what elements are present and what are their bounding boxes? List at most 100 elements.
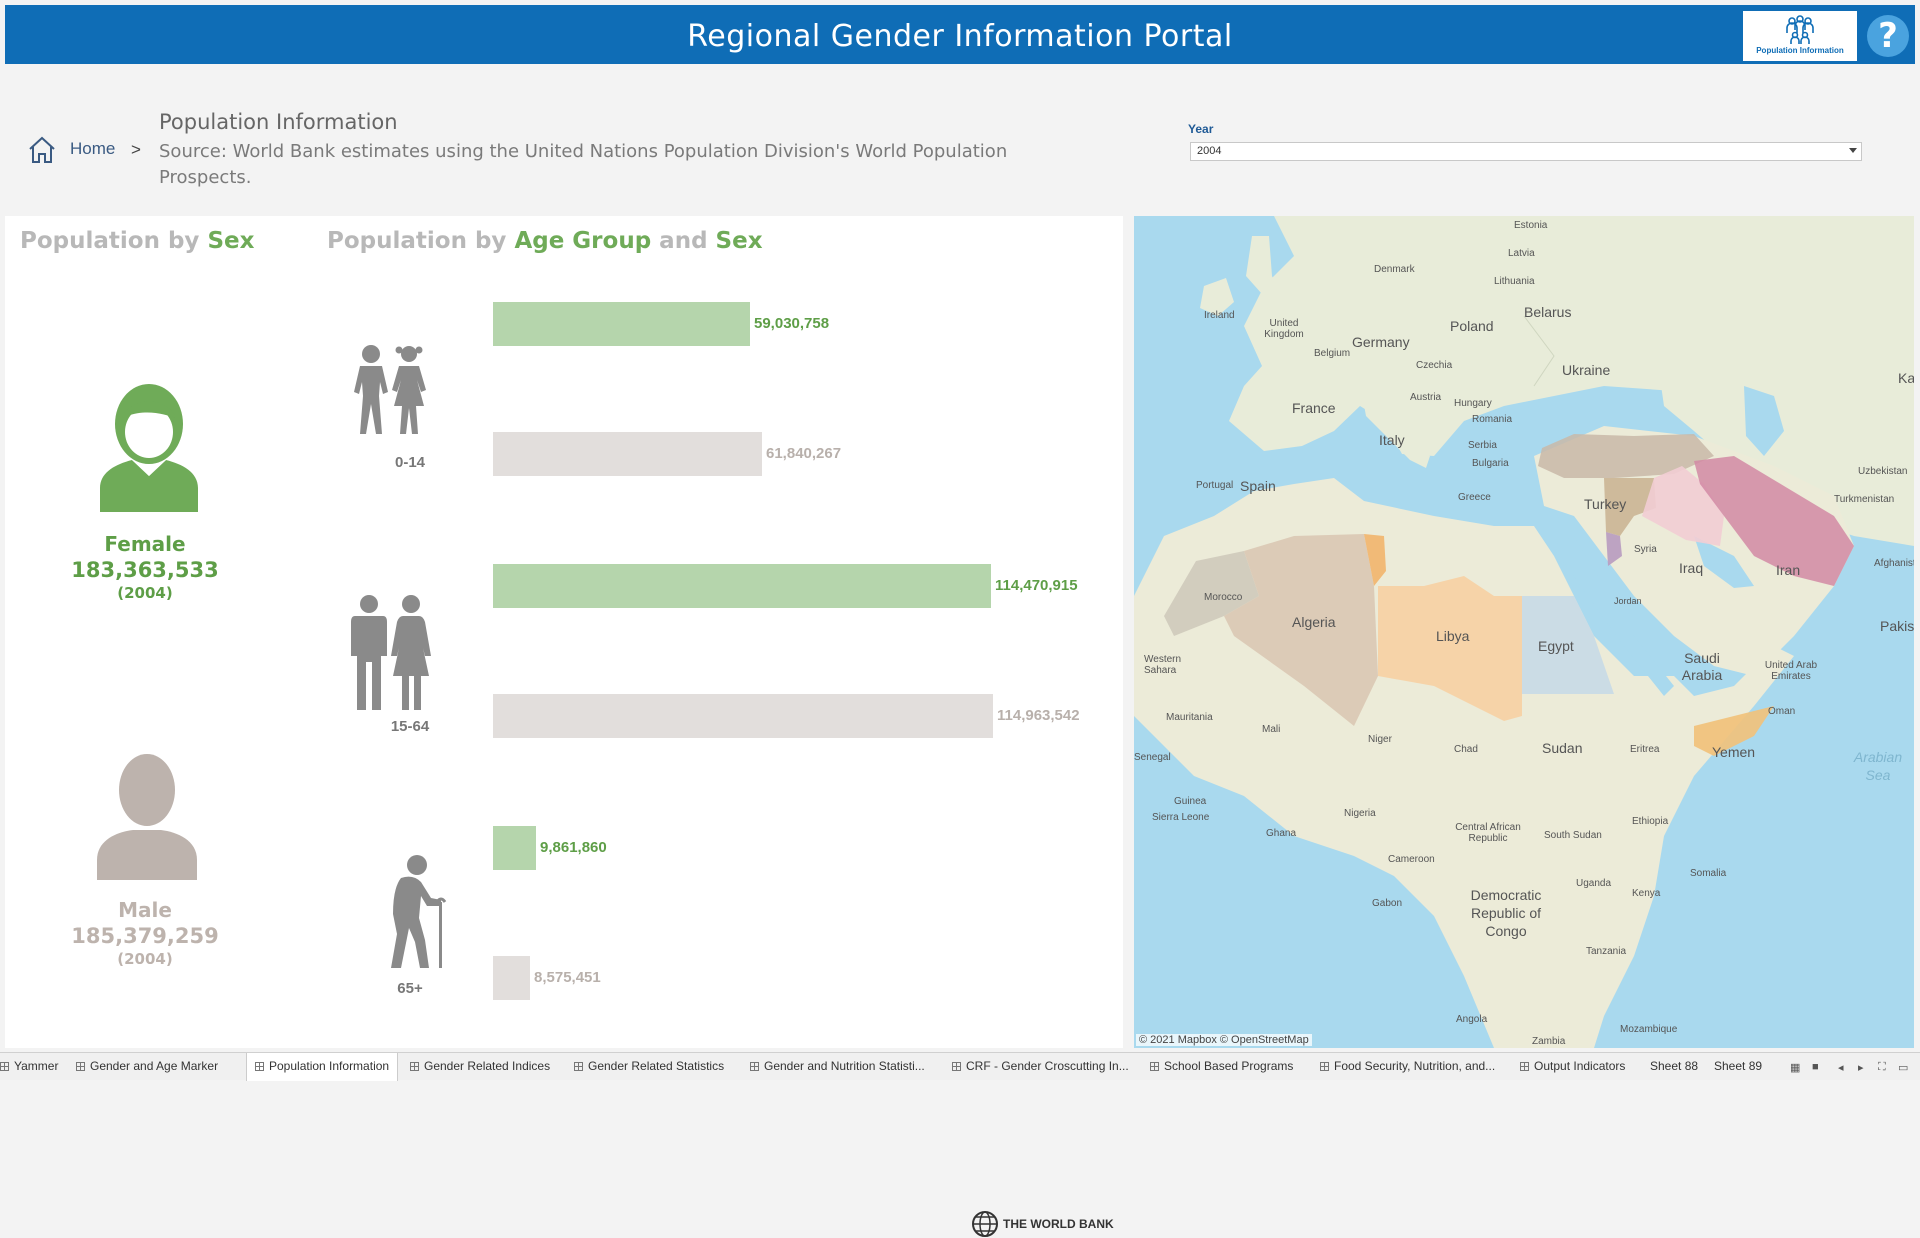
- title-highlight-sex: Sex: [715, 228, 763, 254]
- morocco-region[interactable]: [1164, 551, 1259, 636]
- region-map[interactable]: Estonia Latvia Denmark Lithuania Ireland…: [1134, 216, 1914, 1048]
- algeria-region[interactable]: [1224, 534, 1378, 726]
- syria-region[interactable]: [1604, 478, 1656, 536]
- map-label-chad: Chad: [1454, 744, 1478, 755]
- tab-school-based-programs[interactable]: School Based Programs: [1150, 1059, 1293, 1073]
- sheet-grid-icon: [0, 1062, 9, 1071]
- tunisia-region[interactable]: [1364, 534, 1386, 586]
- male-bar-label: 61,840,267: [766, 445, 842, 462]
- home-icon[interactable]: [27, 135, 57, 165]
- year-dropdown[interactable]: 2004: [1190, 142, 1862, 161]
- map-label-nigeria: Nigeria: [1344, 808, 1376, 819]
- tab-label: Gender and Nutrition Statisti...: [764, 1059, 925, 1073]
- population-by-sex-title: Population by Sex: [20, 228, 254, 254]
- tab-sheet-89[interactable]: Sheet 89: [1714, 1059, 1762, 1073]
- map-label-hungary: Hungary: [1454, 398, 1492, 409]
- tab-grid-icon[interactable]: ■: [1812, 1061, 1819, 1073]
- map-label-poland: Poland: [1450, 318, 1494, 334]
- map-label-tanzania: Tanzania: [1586, 946, 1627, 957]
- home-link[interactable]: Home: [70, 139, 116, 158]
- tab-output-indicators[interactable]: Output Indicators: [1520, 1059, 1625, 1073]
- tab-scroll-first-icon[interactable]: ▦: [1790, 1062, 1801, 1074]
- map-label-czechia: Czechia: [1416, 360, 1453, 371]
- year-selected-value: 2004: [1197, 145, 1222, 157]
- map-label-libya: Libya: [1436, 628, 1470, 644]
- present-icon[interactable]: ▭: [1898, 1062, 1909, 1074]
- tab-yammer[interactable]: Yammer: [0, 1059, 58, 1073]
- adults-icon: [351, 595, 431, 710]
- map-label-belgium: Belgium: [1314, 348, 1351, 359]
- breadcrumb-separator: >: [131, 140, 141, 159]
- tab-population-information[interactable]: Population Information: [246, 1053, 399, 1081]
- world-bank-logo: THE WORLD BANK: [971, 1210, 1114, 1238]
- map-attribution[interactable]: © 2021 Mapbox © OpenStreetMap: [1136, 1034, 1312, 1046]
- male-bar[interactable]: [493, 432, 762, 476]
- tab-food-security-nutrition-and[interactable]: Food Security, Nutrition, and...: [1320, 1059, 1495, 1073]
- male-year: (2004): [117, 950, 173, 968]
- map-label-syria: Syria: [1634, 544, 1657, 555]
- map-label-uk: United Kingdom: [1264, 318, 1304, 340]
- female-bar[interactable]: [493, 302, 750, 346]
- female-summary: Female 183,363,533 (2004): [45, 532, 245, 602]
- female-year: (2004): [117, 584, 173, 602]
- map-label-arabian-sea: Arabian Sea: [1853, 749, 1903, 783]
- egypt-region[interactable]: [1522, 596, 1614, 694]
- female-bar[interactable]: [493, 564, 991, 608]
- map-label-italy: Italy: [1379, 432, 1405, 448]
- tab-gender-related-statistics[interactable]: Gender Related Statistics: [574, 1059, 724, 1073]
- jordan-region[interactable]: [1606, 532, 1622, 566]
- title-prefix: Population by: [327, 228, 515, 254]
- tab-gender-related-indices[interactable]: Gender Related Indices: [410, 1059, 550, 1073]
- map-label-morocco: Morocco: [1204, 592, 1243, 603]
- map-label-cameroon: Cameroon: [1388, 854, 1435, 865]
- population-information-button[interactable]: Population Information: [1743, 11, 1857, 61]
- help-button[interactable]: ?: [1867, 15, 1909, 57]
- tab-prev-icon[interactable]: ◂: [1838, 1062, 1844, 1074]
- tab-gender-and-nutrition-statisti[interactable]: Gender and Nutrition Statisti...: [750, 1059, 925, 1073]
- iran-region[interactable]: [1694, 456, 1854, 586]
- map-label-mali: Mali: [1262, 724, 1281, 735]
- globe-icon: [972, 1211, 998, 1237]
- map-label-bulgaria: Bulgaria: [1472, 458, 1509, 469]
- male-bar[interactable]: [493, 694, 993, 738]
- map-label-iraq: Iraq: [1679, 560, 1704, 576]
- yemen-region[interactable]: [1694, 706, 1774, 756]
- tab-sheet-88[interactable]: Sheet 88: [1650, 1059, 1698, 1073]
- tab-crf-gender-croscutting-in[interactable]: CRF - Gender Croscutting In...: [952, 1059, 1129, 1073]
- scandinavia-landmass: [1334, 216, 1464, 276]
- sheet-grid-icon: [952, 1062, 961, 1071]
- libya-region[interactable]: [1378, 576, 1522, 721]
- map-label-lithuania: Lithuania: [1494, 276, 1535, 287]
- tab-label: Gender Related Indices: [424, 1059, 551, 1073]
- uk-landmass: [1246, 236, 1284, 320]
- border-line: [1523, 315, 1555, 387]
- map-label-algeria: Algeria: [1292, 614, 1336, 630]
- female-bar[interactable]: [493, 826, 536, 870]
- map-label-ethiopia: Ethiopia: [1632, 816, 1669, 827]
- header-bar: Regional Gender Information Portal Popul…: [5, 5, 1915, 64]
- tab-label: Sheet 89: [1714, 1059, 1763, 1073]
- tab-gender-and-age-marker[interactable]: Gender and Age Marker: [76, 1059, 218, 1073]
- caspian-sea: [1744, 386, 1784, 456]
- map-label-oman: Oman: [1768, 706, 1796, 717]
- map-label-mozambique: Mozambique: [1620, 1024, 1678, 1035]
- tab-next-icon[interactable]: ▸: [1858, 1062, 1864, 1074]
- map-canvas[interactable]: [1134, 216, 1914, 1048]
- map-label-gabon: Gabon: [1372, 898, 1403, 909]
- tab-label: Food Security, Nutrition, and...: [1334, 1059, 1496, 1073]
- map-label-serbia: Serbia: [1468, 440, 1497, 451]
- female-value: 183,363,533: [71, 558, 219, 582]
- map-label-senegal: Senegal: [1134, 752, 1171, 763]
- turkey-region[interactable]: [1538, 434, 1714, 478]
- sheet-tab-bar: Yammer Gender and Age Marker Population In…: [0, 1052, 1920, 1081]
- female-label: Female: [104, 532, 186, 556]
- map-label-sudan: Sudan: [1542, 740, 1583, 756]
- chevron-down-icon[interactable]: [1849, 148, 1857, 153]
- male-bar[interactable]: [493, 956, 530, 1000]
- map-label-niger: Niger: [1368, 734, 1392, 745]
- title-highlight-age: Age Group: [514, 228, 652, 254]
- title-highlight: Sex: [207, 228, 255, 254]
- fullscreen-icon[interactable]: ⛶: [1878, 1061, 1886, 1073]
- sheet-grid-icon: [410, 1062, 419, 1071]
- map-label-kenya: Kenya: [1632, 888, 1661, 899]
